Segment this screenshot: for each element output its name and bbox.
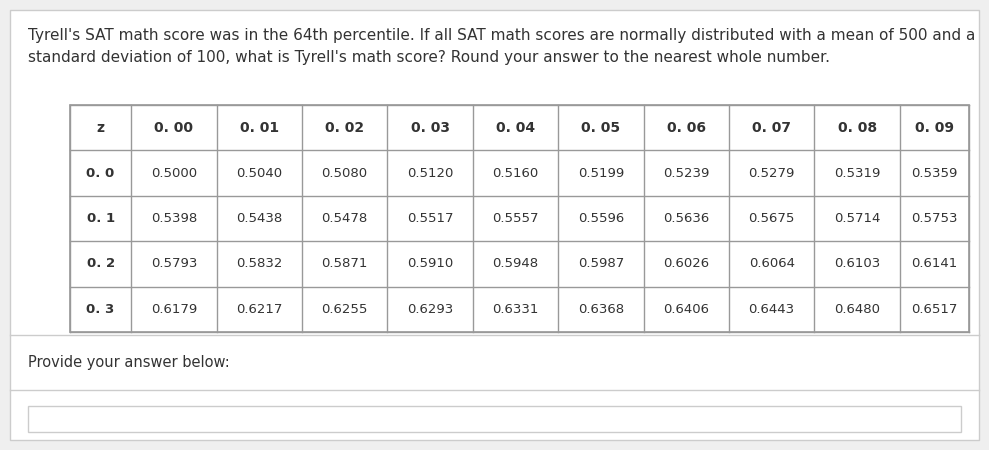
Text: 0.5675: 0.5675: [749, 212, 795, 225]
Text: 0.5636: 0.5636: [664, 212, 709, 225]
Text: 0.5478: 0.5478: [321, 212, 368, 225]
Text: 0.5557: 0.5557: [493, 212, 539, 225]
Text: 0.6517: 0.6517: [911, 303, 957, 316]
Text: 0.6179: 0.6179: [150, 303, 197, 316]
Text: 0. 07: 0. 07: [753, 121, 791, 135]
Text: 0.5000: 0.5000: [150, 166, 197, 180]
Text: 0.6406: 0.6406: [664, 303, 709, 316]
Text: 0.5319: 0.5319: [834, 166, 880, 180]
Text: 0.5438: 0.5438: [236, 212, 283, 225]
Text: 0. 08: 0. 08: [838, 121, 876, 135]
Text: 0.5910: 0.5910: [406, 257, 453, 270]
Text: 0.5832: 0.5832: [236, 257, 283, 270]
Text: 0. 09: 0. 09: [915, 121, 953, 135]
Text: 0.5080: 0.5080: [321, 166, 368, 180]
Text: 0.5199: 0.5199: [578, 166, 624, 180]
Text: 0. 3: 0. 3: [86, 303, 115, 316]
Bar: [28, 406, 961, 432]
Text: standard deviation of 100, what is Tyrell's math score? Round your answer to the: standard deviation of 100, what is Tyrel…: [28, 50, 830, 65]
Text: 0.6255: 0.6255: [321, 303, 368, 316]
Text: 0.5871: 0.5871: [321, 257, 368, 270]
Text: 0. 01: 0. 01: [239, 121, 279, 135]
Text: 0.5359: 0.5359: [911, 166, 957, 180]
Text: 0.5120: 0.5120: [406, 166, 453, 180]
Text: 0.6480: 0.6480: [834, 303, 880, 316]
Text: 0.5714: 0.5714: [834, 212, 880, 225]
Text: 0. 06: 0. 06: [667, 121, 706, 135]
Text: 0.5948: 0.5948: [493, 257, 539, 270]
Text: 0.5398: 0.5398: [150, 212, 197, 225]
Text: z: z: [97, 121, 105, 135]
Text: 0.5239: 0.5239: [663, 166, 709, 180]
Text: Tyrell's SAT math score was in the 64th percentile. If all SAT math scores are n: Tyrell's SAT math score was in the 64th …: [28, 28, 975, 43]
Text: 0.5753: 0.5753: [911, 212, 957, 225]
Text: 0.5040: 0.5040: [236, 166, 282, 180]
Text: Provide your answer below:: Provide your answer below:: [28, 355, 229, 370]
Text: 0. 0: 0. 0: [86, 166, 115, 180]
Text: 0. 00: 0. 00: [154, 121, 193, 135]
Text: 0. 03: 0. 03: [410, 121, 450, 135]
Text: 0.5160: 0.5160: [493, 166, 539, 180]
Bar: [70, 105, 969, 332]
Text: 0.5987: 0.5987: [578, 257, 624, 270]
Text: 0.6217: 0.6217: [236, 303, 283, 316]
Text: 0. 05: 0. 05: [582, 121, 620, 135]
Text: 0. 04: 0. 04: [495, 121, 535, 135]
Text: 0.5793: 0.5793: [150, 257, 197, 270]
Text: 0.6141: 0.6141: [911, 257, 957, 270]
Text: 0.6026: 0.6026: [664, 257, 709, 270]
Text: 0.6103: 0.6103: [834, 257, 880, 270]
Text: 0.5517: 0.5517: [406, 212, 453, 225]
Text: 0.6443: 0.6443: [749, 303, 795, 316]
Text: 0. 2: 0. 2: [86, 257, 115, 270]
Text: 0.6331: 0.6331: [493, 303, 539, 316]
Text: 0.5596: 0.5596: [578, 212, 624, 225]
Text: 0.6368: 0.6368: [578, 303, 624, 316]
Text: 0. 02: 0. 02: [325, 121, 364, 135]
Text: 0.5279: 0.5279: [749, 166, 795, 180]
Text: 0. 1: 0. 1: [86, 212, 115, 225]
Text: 0.6293: 0.6293: [406, 303, 453, 316]
Text: 0.6064: 0.6064: [749, 257, 795, 270]
